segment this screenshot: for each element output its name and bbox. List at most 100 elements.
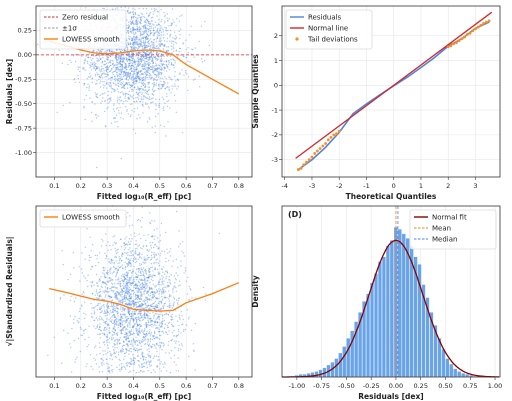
scatter-point: [173, 303, 175, 305]
scatter-point: [137, 287, 139, 289]
scatter-point: [145, 46, 147, 49]
scatter-point: [141, 96, 143, 98]
scatter-point: [137, 73, 139, 75]
scatter-point: [170, 315, 172, 318]
scatter-point: [162, 85, 164, 87]
scatter-point: [163, 296, 166, 298]
scatter-point: [150, 41, 152, 43]
scatter-point: [162, 318, 164, 320]
scatter-point: [144, 317, 146, 319]
scatter-point: [168, 352, 170, 354]
scatter-point: [80, 328, 82, 330]
scatter-point: [158, 72, 160, 75]
scatter-point: [170, 58, 172, 61]
scatter-point: [119, 58, 121, 60]
scatter-point: [141, 269, 143, 271]
scatter-point: [114, 247, 116, 250]
scatter-point: [145, 102, 147, 104]
scatter-point: [136, 73, 139, 76]
x-axis-label: Fitted log₁₀(R_eff) [pc]: [97, 192, 191, 201]
scatter-point: [120, 325, 122, 328]
scatter-point: [127, 299, 129, 301]
scatter-point: [139, 62, 142, 65]
scatter-point: [160, 37, 162, 39]
scatter-point: [117, 340, 119, 342]
scatter-point: [136, 81, 138, 83]
scatter-point: [131, 275, 133, 277]
scatter-point: [137, 60, 139, 62]
scatter-point: [134, 40, 136, 42]
scatter-point: [166, 46, 168, 48]
scatter-point: [175, 49, 178, 51]
scatter-point: [115, 56, 117, 58]
scatter-point: [158, 84, 160, 86]
scatter-point: [179, 72, 181, 74]
scatter-point: [67, 278, 69, 281]
scatter-point: [134, 132, 137, 134]
scatter-point: [150, 38, 152, 40]
scatter-point: [78, 310, 81, 312]
scatter-point: [141, 93, 143, 96]
scatter-point: [117, 291, 119, 293]
scatter-point: [113, 110, 116, 112]
scatter-point: [161, 72, 163, 74]
scatter-point: [140, 39, 142, 41]
scatter-point: [129, 263, 132, 265]
scatter-point: [170, 24, 172, 27]
scatter-point: [154, 26, 156, 29]
scatter-point: [160, 59, 162, 62]
scatter-point: [166, 100, 168, 103]
scatter-point: [131, 67, 133, 69]
scatter-point: [145, 8, 148, 10]
scatter-point: [166, 248, 168, 250]
tick-label-y: 2: [274, 32, 278, 40]
scatter-point: [102, 240, 104, 242]
scatter-point: [108, 50, 111, 53]
scatter-point: [119, 359, 121, 362]
scatter-point: [141, 341, 143, 343]
scatter-point: [118, 112, 120, 114]
scatter-point: [111, 49, 113, 51]
scatter-point: [128, 55, 131, 57]
scatter-point: [164, 67, 166, 69]
scatter-point: [104, 309, 106, 311]
scatter-point: [131, 64, 133, 67]
scatter-point: [156, 10, 159, 13]
scatter-point: [165, 50, 168, 52]
scatter-point: [156, 350, 158, 352]
scatter-point: [132, 89, 135, 91]
scatter-point: [109, 85, 111, 87]
scatter-point: [167, 65, 169, 68]
plot-frame: [281, 5, 501, 178]
scatter-point: [141, 364, 143, 366]
scatter-point: [144, 26, 147, 29]
scatter-point: [120, 67, 122, 69]
scatter-point: [134, 343, 136, 345]
scatter-point: [182, 132, 184, 134]
scatter-point: [146, 333, 148, 335]
tick-label-x: 0.7: [207, 182, 217, 190]
scatter-point: [135, 37, 137, 39]
scatter-point: [119, 75, 121, 78]
scatter-point: [162, 307, 165, 310]
scatter-point: [144, 337, 146, 339]
scatter-point: [134, 298, 136, 301]
scatter-point: [157, 59, 159, 61]
scatter-point: [128, 56, 131, 58]
scatter-point: [147, 314, 149, 316]
scatter-point: [166, 65, 168, 68]
scatter-point: [144, 62, 147, 64]
scatter-point: [112, 51, 115, 53]
scatter-point: [86, 60, 89, 63]
scatter-point: [141, 295, 143, 297]
scatter-point: [118, 81, 121, 83]
scatter-point: [165, 276, 167, 278]
scatter-point: [154, 371, 156, 373]
scatter-point: [160, 88, 162, 90]
scatter-point: [126, 243, 128, 245]
y-axis-label: Sample Quantiles: [251, 54, 260, 129]
scatter-point: [143, 281, 146, 283]
tick-label-x: 0.2: [76, 382, 86, 390]
scatter-point: [104, 125, 107, 127]
scatter-point: [154, 47, 156, 49]
